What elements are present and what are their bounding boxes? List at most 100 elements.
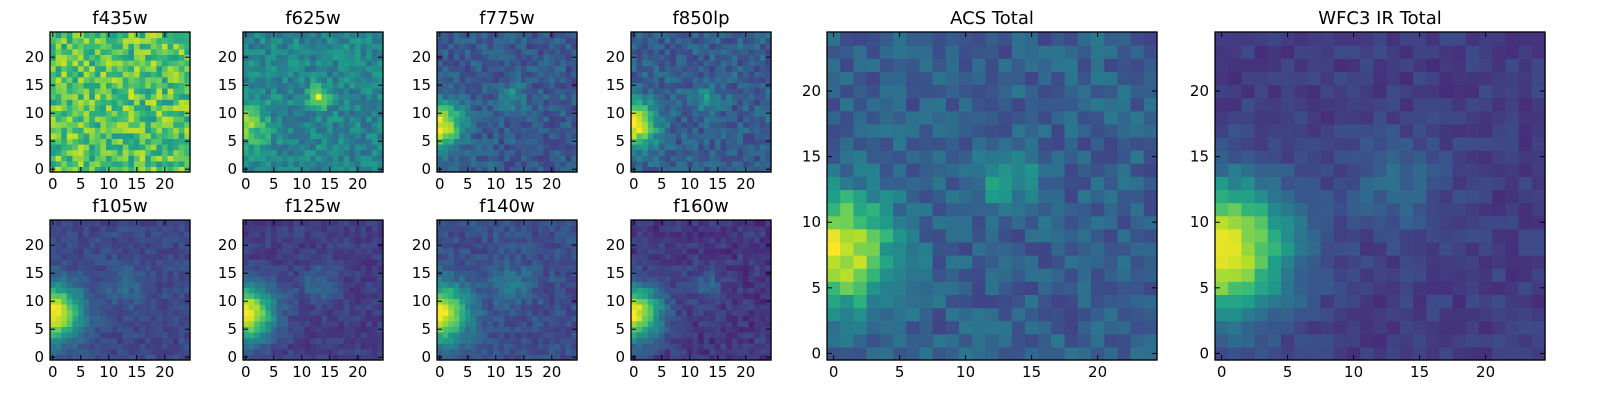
heatmap-cell [448,48,455,55]
heatmap-cell [100,110,107,117]
heatmap-cell [515,220,522,227]
heatmap-cell [687,287,694,294]
heatmap-cell [72,220,79,227]
heatmap-cell [377,348,384,355]
heatmap-cell [304,242,311,249]
heatmap-cell [315,138,322,145]
heatmap-cell [178,259,185,266]
heatmap-cell [498,65,505,72]
heatmap-cell [437,337,444,344]
heatmap-cell [145,48,152,55]
heatmap-cell [515,253,522,260]
heatmap-cell [653,304,660,311]
heatmap-cell [265,43,272,50]
heatmap-cell [106,76,113,83]
heatmap-cell [459,281,466,288]
heatmap-cell [72,99,79,106]
heatmap-cell [366,127,373,134]
heatmap-cell [636,287,643,294]
heatmap-cell [156,166,163,173]
heatmap-cell [178,43,185,50]
heatmap-cell [128,354,135,361]
heatmap-cell [173,242,180,249]
heatmap-cell [653,93,660,100]
heatmap-cell [304,348,311,355]
heatmap-cell [636,54,643,61]
heatmap-cell [83,270,90,277]
heatmap-cell [78,127,85,134]
heatmap-cell [565,43,572,50]
heatmap-cell [653,127,660,134]
heatmap-cell [78,116,85,123]
heatmap-cell [442,60,449,67]
y-tick-label: 0 [421,160,431,178]
heatmap-cell [338,236,345,243]
heatmap-cell [145,144,152,151]
heatmap-cell [282,326,289,333]
heatmap-cell [549,37,556,44]
heatmap-cell [720,121,727,128]
heatmap-cell [687,292,694,299]
heatmap-cell [360,242,367,249]
heatmap-cell [675,37,682,44]
heatmap-cell [759,354,766,361]
heatmap-cell [299,343,306,350]
heatmap-cell [537,231,544,238]
heatmap-cell [453,71,460,78]
heatmap-cell [139,82,146,89]
heatmap-cell [509,315,516,322]
heatmap-cell [355,160,362,167]
heatmap-cell [156,354,163,361]
heatmap-cell [681,155,688,162]
heatmap-cell [55,43,62,50]
heatmap-cell [571,32,578,39]
heatmap-cell [89,332,96,339]
x-tick-label: 15 [514,363,533,381]
heatmap-cell [675,315,682,322]
heatmap-cell [687,315,694,322]
heatmap-cell [709,160,716,167]
heatmap-cell [366,76,373,83]
heatmap-cell [243,264,250,271]
heatmap-cell [521,326,528,333]
heatmap-cell [748,166,755,173]
heatmap-cell [178,82,185,89]
heatmap-cell [631,88,638,95]
heatmap-cell [139,127,146,134]
heatmap-cell [332,276,339,283]
heatmap-cell [560,264,567,271]
heatmap-cell [731,65,738,72]
heatmap-cell [134,236,141,243]
heatmap-cell [111,88,118,95]
heatmap-cell [476,65,483,72]
heatmap-cell [647,43,654,50]
heatmap-cell [310,264,317,271]
heatmap-cell [698,144,705,151]
heatmap-cell [698,292,705,299]
heatmap-cell [254,309,261,316]
heatmap-cell [287,354,294,361]
heatmap-cell [366,54,373,61]
heatmap-cell [162,225,169,232]
heatmap-cell [759,160,766,167]
y-tick-label: 15 [25,264,44,282]
heatmap-cell [66,354,73,361]
heatmap-cell [145,149,152,156]
heatmap-cell [537,315,544,322]
heatmap-cell [282,88,289,95]
heatmap-cell [481,343,488,350]
heatmap-cell [703,144,710,151]
heatmap-cell [243,121,250,128]
heatmap-cell [178,149,185,156]
heatmap-cell [162,231,169,238]
heatmap-cell [565,264,572,271]
heatmap-cell [360,220,367,227]
heatmap-cell [453,259,460,266]
heatmap-cell [282,276,289,283]
heatmap-cell [465,127,472,134]
heatmap-cell [55,88,62,95]
heatmap-cell [117,138,124,145]
heatmap-cell [726,155,733,162]
